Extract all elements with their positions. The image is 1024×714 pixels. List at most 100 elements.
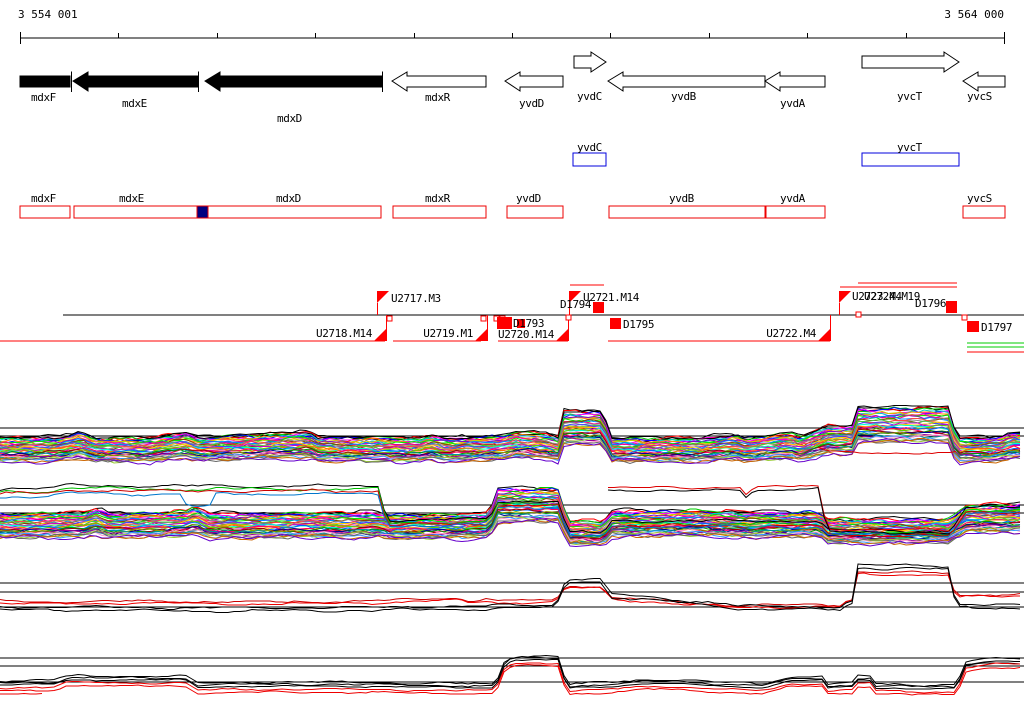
transcript-label-yvcT: yvcT <box>897 141 923 154</box>
segment-block-icon[interactable] <box>610 318 621 329</box>
probe-square-icon[interactable] <box>480 315 487 322</box>
gene-label-yvdD: yvdD <box>519 97 544 110</box>
gene-label-mdxE: mdxE <box>122 97 147 110</box>
signal-envelope-all-conditions-strand-plus <box>0 488 1021 540</box>
segment-block-icon[interactable] <box>946 301 957 313</box>
cds-label-yvdA: yvdA <box>780 192 806 205</box>
segment-block-icon[interactable] <box>967 321 979 332</box>
gene-label-mdxR: mdxR <box>425 91 451 104</box>
gene-label-yvcS: yvcS <box>967 90 992 103</box>
signal-envelope-all-conditions-strand-minus <box>817 447 957 455</box>
signal-line-all-conditions-strand-minus <box>0 415 1021 450</box>
gene-yvdA[interactable] <box>764 71 826 92</box>
up-flag-icon[interactable] <box>839 291 851 303</box>
segment-label-U2721.M14: U2721.M14 <box>583 291 640 304</box>
gene-yvcS[interactable] <box>962 71 1006 92</box>
segment-label-U2720.M14: U2720.M14 <box>498 328 555 341</box>
cds-label-mdxF: mdxF <box>31 192 56 205</box>
signal-line-all-conditions-strand-plus <box>0 491 1021 527</box>
segment-label-U2723.M4: U2723.M4 <box>852 290 903 303</box>
signal-line-all-conditions-strand-plus <box>0 508 1021 540</box>
gene-label-yvcT: yvcT <box>897 90 923 103</box>
ruler-end-coordinate: 3 564 000 <box>944 8 1004 21</box>
down-flag-icon[interactable] <box>475 329 487 341</box>
probe-square-icon[interactable] <box>386 315 393 322</box>
down-flag-icon[interactable] <box>556 329 568 341</box>
cds-label-mdxD: mdxD <box>276 192 301 205</box>
gene-mdxD[interactable] <box>204 71 383 92</box>
cds-box-yvcS[interactable] <box>962 205 1006 219</box>
segment-label-U2724.M19: U2724.M19 <box>864 290 920 303</box>
signal-envelope-condition-subset-strand-plus <box>0 662 1020 694</box>
gene-label-yvdB: yvdB <box>671 90 697 103</box>
transcript-label-yvdC: yvdC <box>577 141 602 154</box>
signal-envelope-condition-subset-strand-plus <box>0 656 1020 689</box>
gene-mdxR[interactable] <box>391 71 487 92</box>
segment-label-D1793: D1793 <box>513 317 544 330</box>
segment-label-D1796: D1796 <box>915 297 946 310</box>
signal-envelope-all-conditions-strand-plus <box>0 491 1021 538</box>
segment-label-U2718.M14: U2718.M14 <box>316 327 373 340</box>
down-flag-icon[interactable] <box>374 329 386 341</box>
up-flag-icon[interactable] <box>377 291 389 303</box>
signal-envelope-all-conditions-strand-minus <box>0 405 1021 440</box>
signal-envelope-all-conditions-strand-plus <box>607 486 951 535</box>
segment-label-U2719.M1: U2719.M1 <box>423 327 473 340</box>
segment-block-icon[interactable] <box>593 302 604 313</box>
segment-label-U2717.M3: U2717.M3 <box>391 292 441 305</box>
signal-envelope-condition-subset-strand-minus <box>0 572 1020 610</box>
segment-label-D1794: D1794 <box>560 298 592 311</box>
cds-box-mdxE[interactable] <box>73 205 198 219</box>
gene-mdxF[interactable] <box>19 75 71 88</box>
navy-feature-square[interactable] <box>196 205 209 219</box>
gene-yvcT[interactable] <box>861 51 960 73</box>
segment-block-icon[interactable] <box>517 319 525 328</box>
signal-envelope-condition-subset-strand-minus <box>0 567 1021 613</box>
signal-envelope-all-conditions-strand-plus <box>608 484 950 532</box>
cds-box-mdxR[interactable] <box>392 205 487 219</box>
transcript-box-yvcT[interactable] <box>861 152 960 167</box>
signal-envelope-condition-subset-strand-plus <box>0 663 1021 696</box>
segment-label-D1795: D1795 <box>623 318 654 331</box>
signal-envelope-condition-subset-strand-plus <box>0 659 1021 690</box>
gene-mdxE[interactable] <box>72 71 199 92</box>
gene-yvdD[interactable] <box>504 71 564 92</box>
signal-line-all-conditions-strand-minus <box>0 438 1021 466</box>
gene-label-mdxF: mdxF <box>31 91 56 104</box>
signal-line-all-conditions-strand-plus <box>0 518 1021 546</box>
segment-label-D1797: D1797 <box>981 321 1012 334</box>
cds-label-yvcS: yvcS <box>967 192 992 205</box>
cds-box-yvdB[interactable] <box>608 205 766 219</box>
signal-line-all-conditions-strand-minus <box>0 426 1021 458</box>
probe-square-icon[interactable] <box>961 314 968 321</box>
probe-square-icon[interactable] <box>855 311 862 318</box>
signal-line-all-conditions-strand-plus <box>0 492 1020 526</box>
cds-label-mdxE: mdxE <box>119 192 144 205</box>
signal-envelope-condition-subset-strand-plus <box>0 692 43 695</box>
cds-label-yvdD: yvdD <box>516 192 541 205</box>
up-flag-icon[interactable] <box>569 291 581 303</box>
segment-label-U2722.M4: U2722.M4 <box>766 327 817 340</box>
signal-envelope-condition-subset-strand-minus <box>0 563 1021 610</box>
down-flag-icon[interactable] <box>818 329 830 341</box>
signal-envelope-condition-subset-strand-minus <box>0 570 1021 608</box>
signal-line-all-conditions-strand-plus <box>0 517 1021 548</box>
probe-square-icon[interactable] <box>565 314 572 321</box>
gene-yvdC[interactable] <box>573 51 607 73</box>
signal-line-all-conditions-strand-plus <box>0 514 1021 543</box>
gene-label-mdxD: mdxD <box>277 112 302 125</box>
signal-line-all-conditions-strand-minus <box>0 406 1021 444</box>
cds-label-yvdB: yvdB <box>669 192 695 205</box>
gene-label-yvdC: yvdC <box>577 90 602 103</box>
cds-box-mdxD[interactable] <box>207 205 382 219</box>
gene-yvdB[interactable] <box>607 71 766 92</box>
transcript-box-yvdC[interactable] <box>572 152 607 167</box>
cds-box-yvdD[interactable] <box>506 205 564 219</box>
cds-label-mdxR: mdxR <box>425 192 451 205</box>
segment-block-icon[interactable] <box>497 317 512 329</box>
ruler-start-coordinate: 3 554 001 <box>18 8 78 21</box>
cds-box-mdxF[interactable] <box>19 205 71 219</box>
cds-box-yvdA[interactable] <box>765 205 826 219</box>
